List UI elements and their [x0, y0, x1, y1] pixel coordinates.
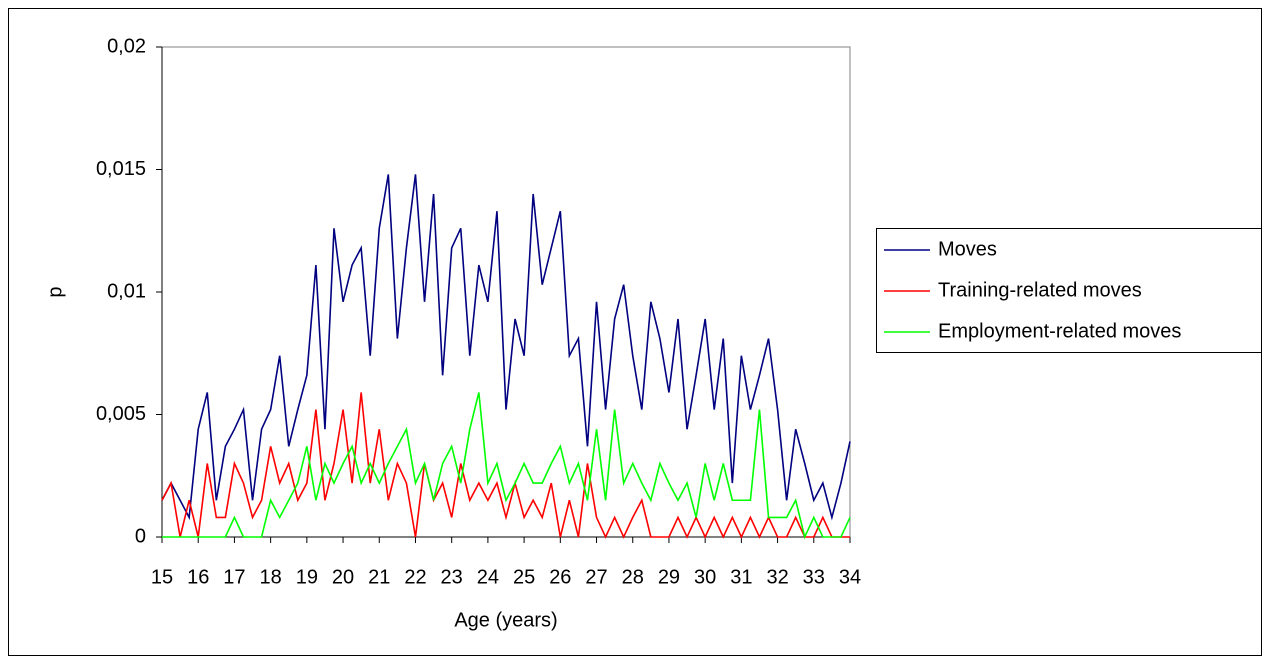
x-tick-label: 31 [730, 566, 752, 588]
x-tick-label: 19 [296, 566, 318, 588]
y-tick-label: 0,02 [107, 35, 146, 57]
x-tick-label: 15 [151, 566, 173, 588]
x-tick-label: 29 [658, 566, 680, 588]
x-tick-label: 32 [766, 566, 788, 588]
y-tick-label: 0,005 [96, 403, 146, 425]
x-tick-label: 34 [839, 566, 861, 588]
series-line [161, 174, 851, 521]
x-tick-label: 22 [404, 566, 426, 588]
x-tick-label: 23 [441, 566, 463, 588]
legend-label: Employment-related moves [938, 320, 1181, 342]
x-tick-label: 20 [332, 566, 354, 588]
x-tick-label: 25 [513, 566, 535, 588]
x-axis-title: Age (years) [454, 609, 557, 631]
x-tick-label: 24 [477, 566, 499, 588]
series-line [161, 392, 850, 539]
series-line [162, 392, 851, 540]
x-tick-label: 33 [803, 566, 825, 588]
plot-area [161, 46, 851, 538]
legend-label: Moves [938, 238, 997, 260]
x-tick-label: 28 [622, 566, 644, 588]
y-tick-label: 0,01 [107, 280, 146, 302]
y-axis-title: p [44, 286, 66, 297]
x-tick-label: 16 [187, 566, 209, 588]
x-tick-label: 18 [260, 566, 282, 588]
x-tick-label: 21 [368, 566, 390, 588]
x-tick-label: 30 [694, 566, 716, 588]
legend [876, 228, 1262, 353]
y-tick-label: 0,015 [96, 158, 146, 180]
legend-label: Training-related moves [938, 279, 1142, 301]
y-tick-label: 0 [135, 525, 146, 547]
x-tick-label: 26 [549, 566, 571, 588]
x-tick-label: 17 [223, 566, 245, 588]
x-tick-label: 27 [585, 566, 607, 588]
